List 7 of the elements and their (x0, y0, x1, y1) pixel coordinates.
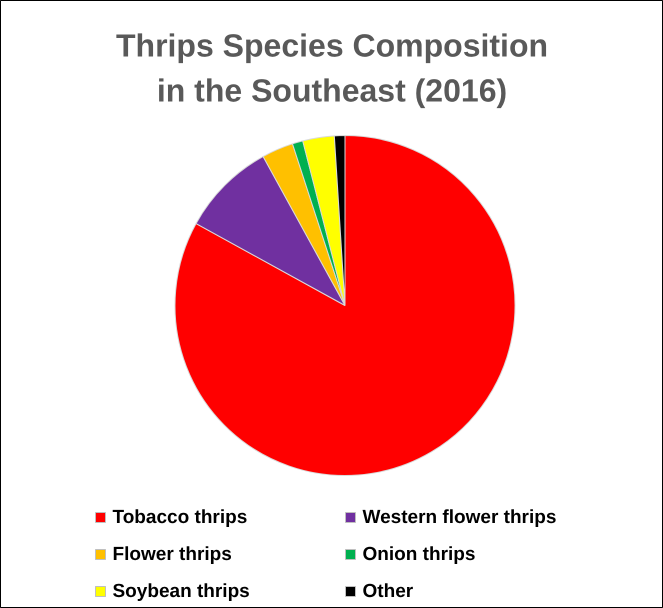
legend-label: Western flower thrips (362, 507, 556, 528)
chart-title: Thrips Species Composition in the Southeast (2016) (116, 28, 548, 108)
legend-label: Tobacco thrips (112, 507, 248, 528)
legend-label: Onion thrips (362, 544, 476, 565)
legend-label: Other (362, 581, 414, 602)
legend-label: Flower thrips (112, 544, 232, 565)
legend-label: Soybean thrips (112, 581, 250, 602)
